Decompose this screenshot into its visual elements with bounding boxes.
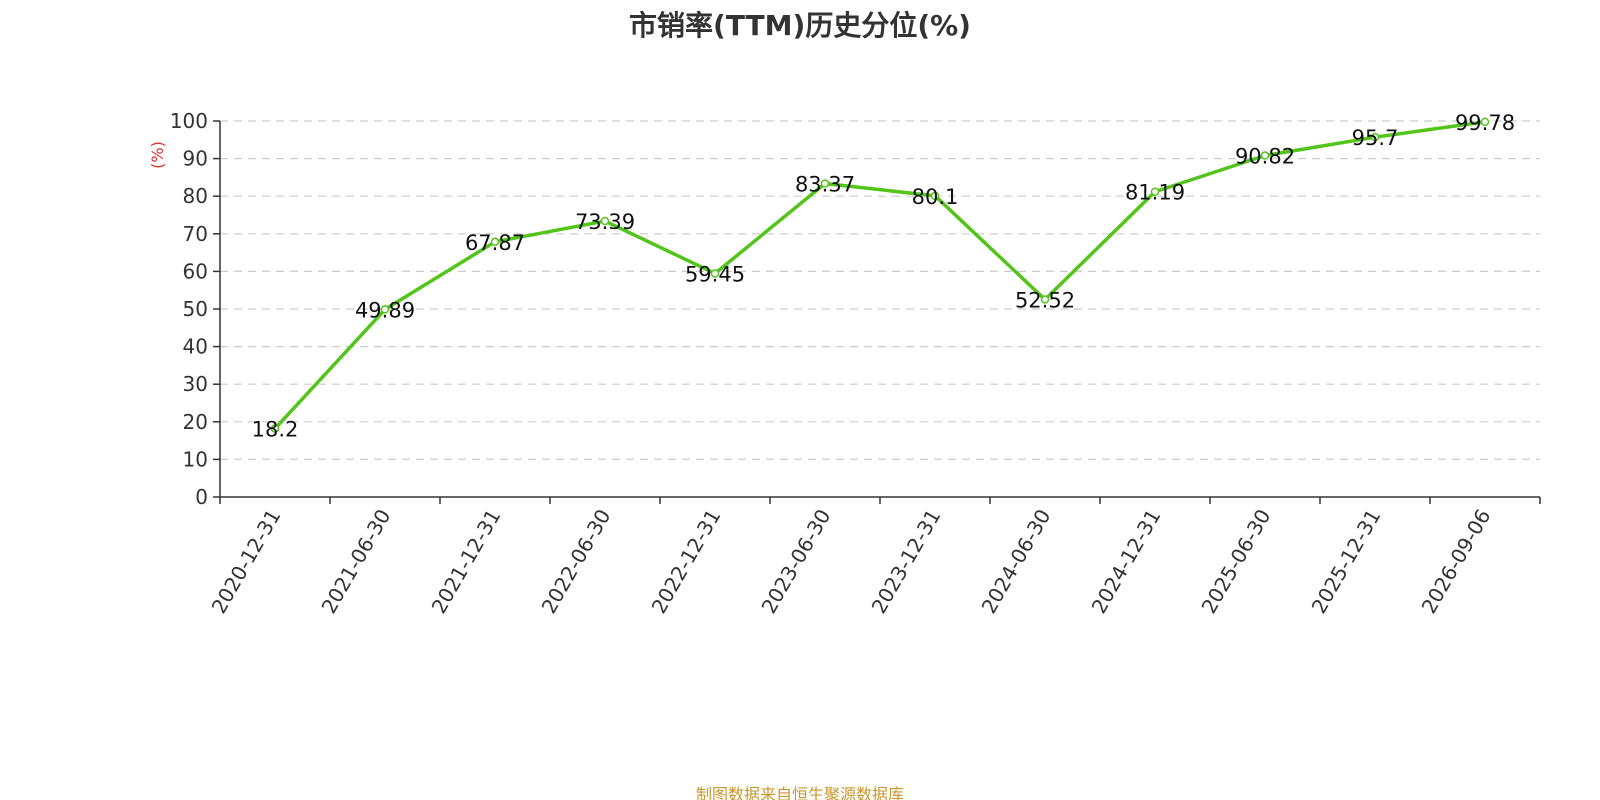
x-tick-label: 2023-06-30 <box>756 505 835 618</box>
x-tick-label: 2021-12-31 <box>426 505 505 618</box>
x-tick-label: 2022-12-31 <box>646 505 725 618</box>
y-tick-label: 70 <box>183 222 208 246</box>
data-label: 67.87 <box>465 231 525 255</box>
data-label: 81.19 <box>1125 181 1185 205</box>
data-point <box>490 237 500 247</box>
data-point <box>710 269 720 278</box>
y-tick-label: 50 <box>183 297 208 321</box>
data-label: 80.1 <box>912 185 959 209</box>
data-point <box>1260 151 1270 160</box>
x-tick-label: 2025-06-30 <box>1196 505 1275 618</box>
data-label: 49.89 <box>355 298 415 322</box>
y-tick-label: 40 <box>183 335 208 359</box>
y-tick-label: 0 <box>195 485 208 509</box>
data-point <box>1480 117 1490 127</box>
data-point <box>600 216 610 226</box>
data-point <box>270 424 280 433</box>
y-tick-label: 20 <box>183 410 208 434</box>
x-tick-label: 2021-06-30 <box>316 505 395 618</box>
data-point <box>1370 132 1380 142</box>
data-label: 99.78 <box>1455 111 1515 135</box>
data-source-note: 制图数据来自恒生聚源数据库 <box>695 785 904 800</box>
data-label: 59.45 <box>685 262 745 286</box>
y-tick-label: 90 <box>183 147 208 171</box>
y-tick-label: 10 <box>183 447 208 471</box>
data-label: 73.39 <box>575 210 635 234</box>
data-label: 52.52 <box>1015 289 1075 313</box>
series-line <box>273 120 1486 430</box>
x-tick-label: 2024-12-31 <box>1086 505 1165 618</box>
x-tick-label: 2024-06-30 <box>976 505 1055 618</box>
data-label: 90.82 <box>1235 145 1295 169</box>
y-tick-label: 80 <box>183 184 208 208</box>
x-tick-label: 2025-12-31 <box>1306 505 1385 618</box>
y-axis-label: (%) <box>148 141 167 169</box>
y-tick-label: 30 <box>183 372 208 396</box>
chart-title: 市销率(TTM)历史分位(%) <box>629 9 971 42</box>
y-tick-label: 100 <box>170 109 208 133</box>
data-point <box>1150 187 1160 196</box>
data-point <box>1040 295 1050 304</box>
y-tick-label: 60 <box>183 259 208 283</box>
x-tick-label: 2020-12-31 <box>206 505 285 618</box>
data-label: 83.37 <box>795 173 855 197</box>
data-label: 18.2 <box>252 418 299 442</box>
data-point <box>820 179 830 188</box>
data-point <box>930 191 940 201</box>
data-label: 95.7 <box>1352 126 1399 150</box>
x-tick-label: 2023-12-31 <box>866 505 945 618</box>
data-point <box>380 305 390 314</box>
x-tick-label: 2022-06-30 <box>536 505 615 618</box>
x-tick-label: 2026-09-06 <box>1416 505 1495 618</box>
